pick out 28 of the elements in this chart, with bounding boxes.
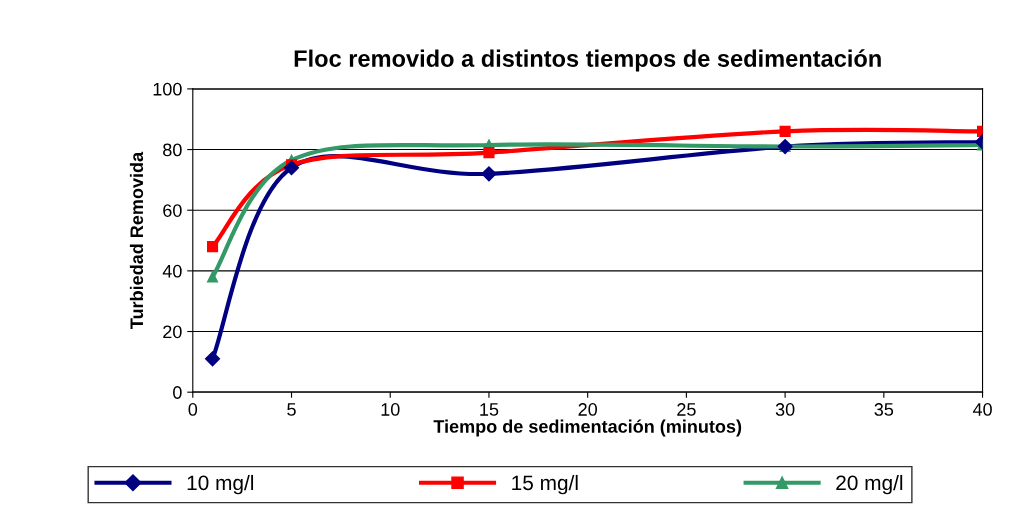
point xyxy=(779,125,791,137)
point xyxy=(481,166,497,182)
x-tick-label: 0 xyxy=(188,403,198,416)
x-tick-label: 20 xyxy=(578,403,598,416)
legend-label: 10 mg/l xyxy=(187,474,254,495)
y-tick-label: 60 xyxy=(163,204,182,217)
point xyxy=(283,160,300,176)
x-tick-label: 5 xyxy=(287,403,296,416)
x-tick-label: 10 xyxy=(381,403,400,416)
x-tick-label: 40 xyxy=(972,403,992,416)
x-tick-label: 25 xyxy=(677,403,696,416)
point xyxy=(204,351,221,367)
y-tick-label: 80 xyxy=(163,143,182,157)
y-tick-label: 0 xyxy=(173,386,182,399)
x-tick-label: 30 xyxy=(775,403,795,416)
x-axis-title: Tiempo de sedimentación (minutos) xyxy=(433,419,742,437)
point xyxy=(483,147,495,159)
y-tick-label: 20 xyxy=(163,325,182,339)
x-tick-label: 15 xyxy=(480,403,499,416)
y-tick-label: 100 xyxy=(153,82,182,96)
legend-label: 15 mg/l xyxy=(512,474,578,495)
x-tick-label: 35 xyxy=(874,403,894,416)
y-tick-label: 40 xyxy=(162,264,182,278)
point xyxy=(206,271,219,283)
y-axis-title: Turbiedad Removida xyxy=(129,151,144,329)
chart-title: Floc removido a distintos tiempos de sedimentación xyxy=(294,49,881,72)
point xyxy=(206,241,219,253)
legend-label: 20 mg/l xyxy=(836,474,903,495)
